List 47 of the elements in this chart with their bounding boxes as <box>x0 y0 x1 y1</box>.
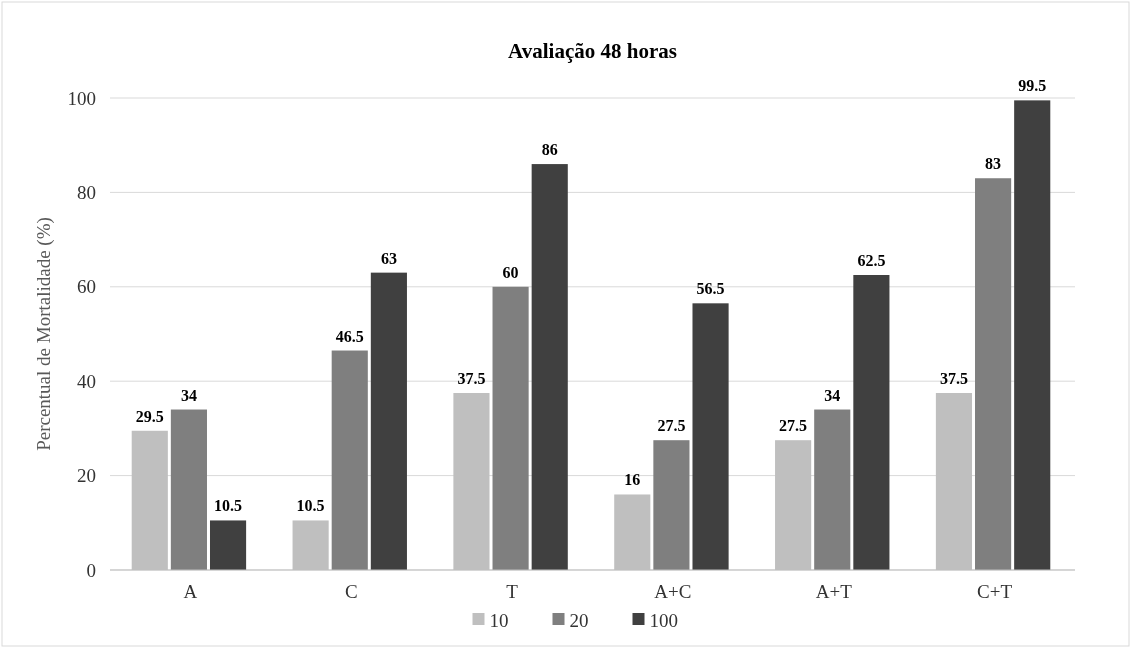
bar <box>170 409 207 570</box>
y-tick-label: 60 <box>77 276 96 298</box>
x-tick-label: C+T <box>977 581 1013 602</box>
data-label: 62.5 <box>857 252 886 269</box>
data-label: 37.5 <box>939 370 968 387</box>
legend-label: 10 <box>489 609 509 631</box>
y-axis-title: Percentual de Mortalidade (%) <box>33 217 55 451</box>
y-tick-label: 100 <box>67 87 96 109</box>
data-label: 27.5 <box>657 417 686 435</box>
data-label: 56.5 <box>696 280 725 298</box>
x-tick-label: T <box>506 581 519 602</box>
data-label: 34 <box>824 386 841 404</box>
x-tick-label: A <box>183 581 198 602</box>
bar <box>492 286 529 570</box>
data-label: 83 <box>985 155 1002 173</box>
y-tick-label: 0 <box>86 559 96 581</box>
bar <box>209 520 247 570</box>
data-label: 46.5 <box>335 327 364 345</box>
y-tick-label: 40 <box>77 370 96 392</box>
legend-label: 100 <box>649 609 678 631</box>
bar <box>814 409 851 570</box>
data-label: 60 <box>502 263 519 281</box>
data-label: 29.5 <box>135 407 164 425</box>
bar <box>531 164 568 570</box>
data-label: 10.5 <box>296 497 325 515</box>
bar <box>370 272 407 570</box>
x-tick-label: A+C <box>654 581 692 602</box>
x-tick-label: A+T <box>815 581 853 602</box>
legend-label: 20 <box>569 609 589 631</box>
bar <box>653 440 690 570</box>
bar <box>975 178 1012 570</box>
data-label: 34 <box>180 386 197 404</box>
x-tick-label: C <box>344 581 358 602</box>
bar <box>692 303 729 570</box>
data-label: 27.5 <box>779 417 808 435</box>
data-label: 99.5 <box>1018 77 1047 95</box>
bar <box>1014 100 1051 570</box>
data-label: 16 <box>624 471 641 489</box>
chart-title: Avaliação 48 horas <box>508 39 677 63</box>
y-tick-label: 20 <box>77 465 96 487</box>
data-label: 10.5 <box>214 497 243 515</box>
data-label: 63 <box>380 249 397 267</box>
data-label: 86 <box>541 141 558 159</box>
data-label: 37.5 <box>457 370 486 387</box>
y-tick-label: 80 <box>77 182 96 204</box>
bar <box>331 350 368 570</box>
bar <box>853 275 890 570</box>
